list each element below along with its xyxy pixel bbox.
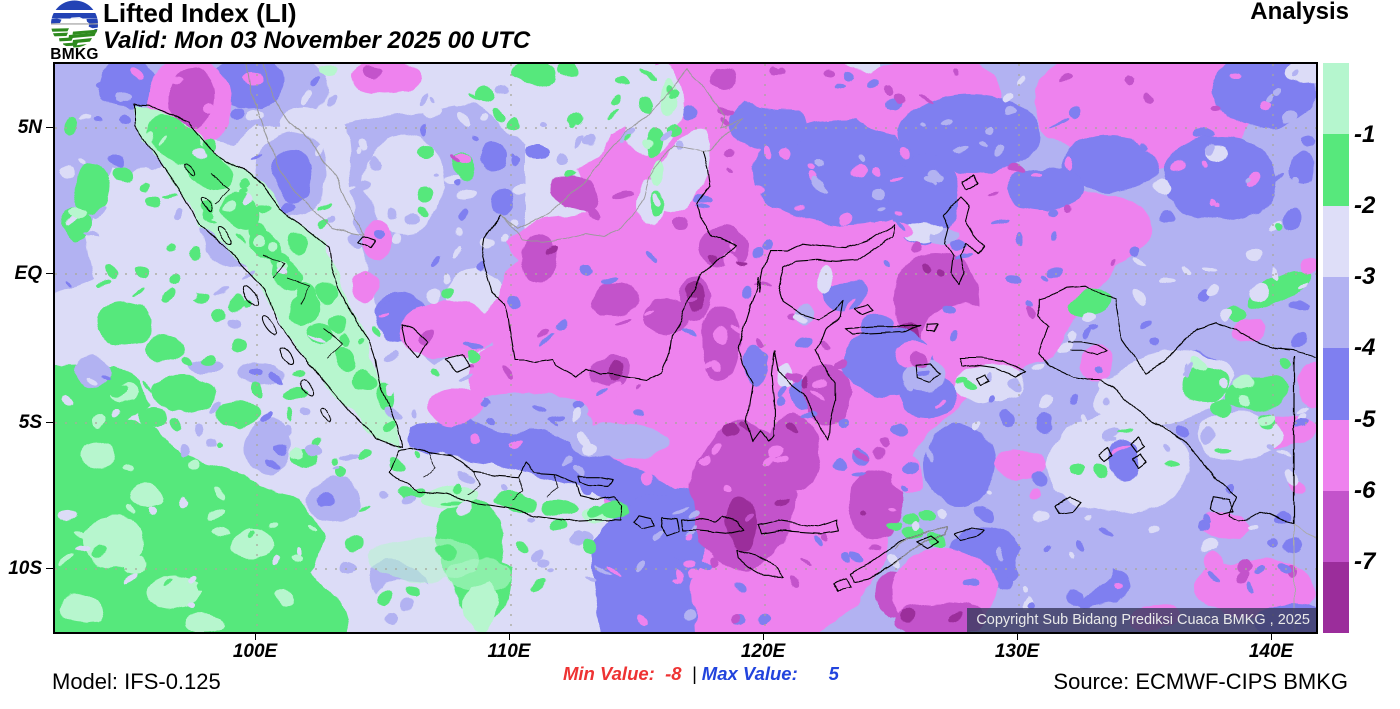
svg-text:BMKG: BMKG xyxy=(50,46,99,60)
